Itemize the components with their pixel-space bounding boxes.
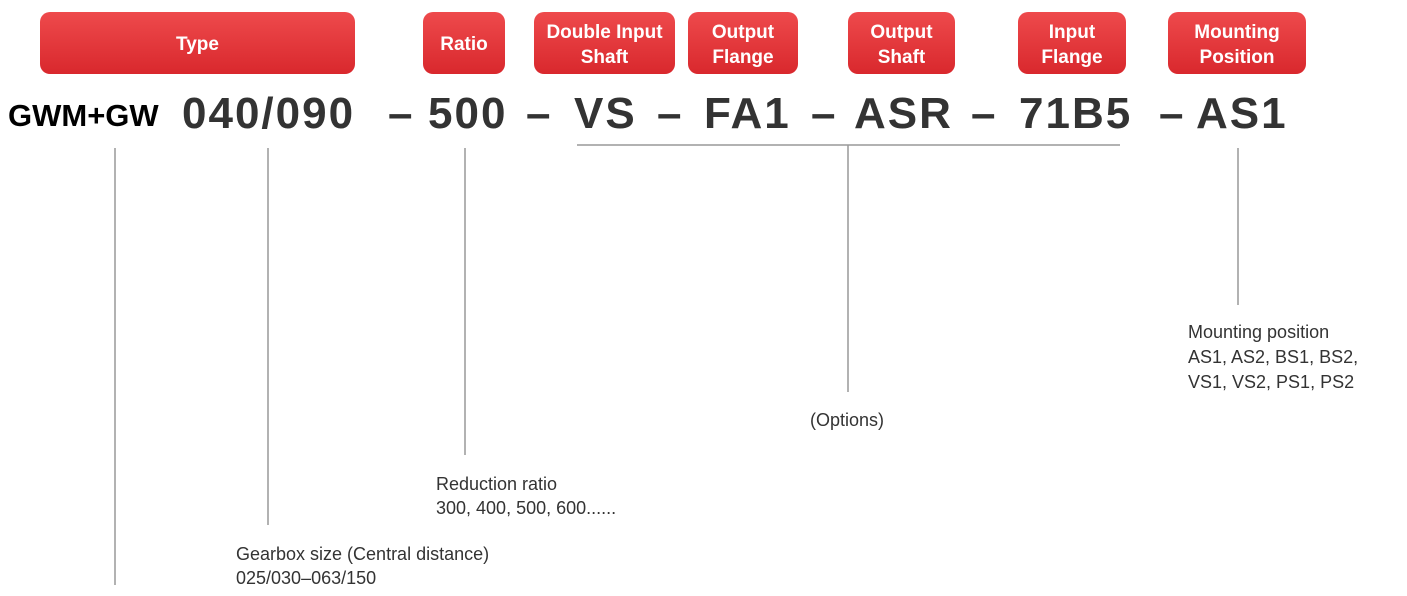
description: VS1, VS2, PS1, PS2 [1188, 372, 1354, 392]
code-part: 500 [428, 89, 507, 138]
description: Reduction ratio [436, 474, 557, 494]
code-separator: – [657, 89, 683, 138]
label-text: Input [1049, 22, 1096, 43]
label-text: Flange [1041, 47, 1102, 68]
description: Mounting position [1188, 322, 1329, 342]
description: 025/030–063/150 [236, 568, 376, 588]
label-box [1168, 12, 1306, 74]
label-box [848, 12, 955, 74]
code-part: FA1 [704, 89, 791, 138]
label-text: Shaft [581, 47, 629, 68]
label-text: Output [870, 22, 933, 43]
code-part: 71B5 [1019, 89, 1132, 138]
code-part: 040/090 [182, 89, 355, 138]
label-text: Flange [712, 47, 773, 68]
label-box [423, 12, 505, 74]
code-separator: – [971, 89, 997, 138]
label-text: Ratio [440, 34, 488, 55]
description: 300, 400, 500, 600...... [436, 498, 616, 518]
code-separator: – [526, 89, 552, 138]
label-box [688, 12, 798, 74]
code-prefix: GWM+GW [8, 98, 159, 133]
label-text: Output [712, 22, 775, 43]
label-box [534, 12, 675, 74]
description: Gearbox size (Central distance) [236, 544, 489, 564]
code-separator: – [811, 89, 837, 138]
label-text: Mounting [1194, 22, 1279, 43]
description: AS1, AS2, BS1, BS2, [1188, 347, 1358, 367]
label-text: Shaft [878, 47, 926, 68]
description: (Options) [810, 410, 884, 430]
code-separator: – [1159, 89, 1185, 138]
label-text: Double Input [546, 22, 663, 43]
label-text: Type [176, 34, 219, 55]
code-part: ASR [854, 89, 953, 138]
code-part: VS [574, 89, 637, 138]
code-part: AS1 [1196, 89, 1288, 138]
code-separator: – [388, 89, 414, 138]
label-box [40, 12, 355, 74]
label-text: Position [1200, 47, 1275, 68]
label-box [1018, 12, 1126, 74]
